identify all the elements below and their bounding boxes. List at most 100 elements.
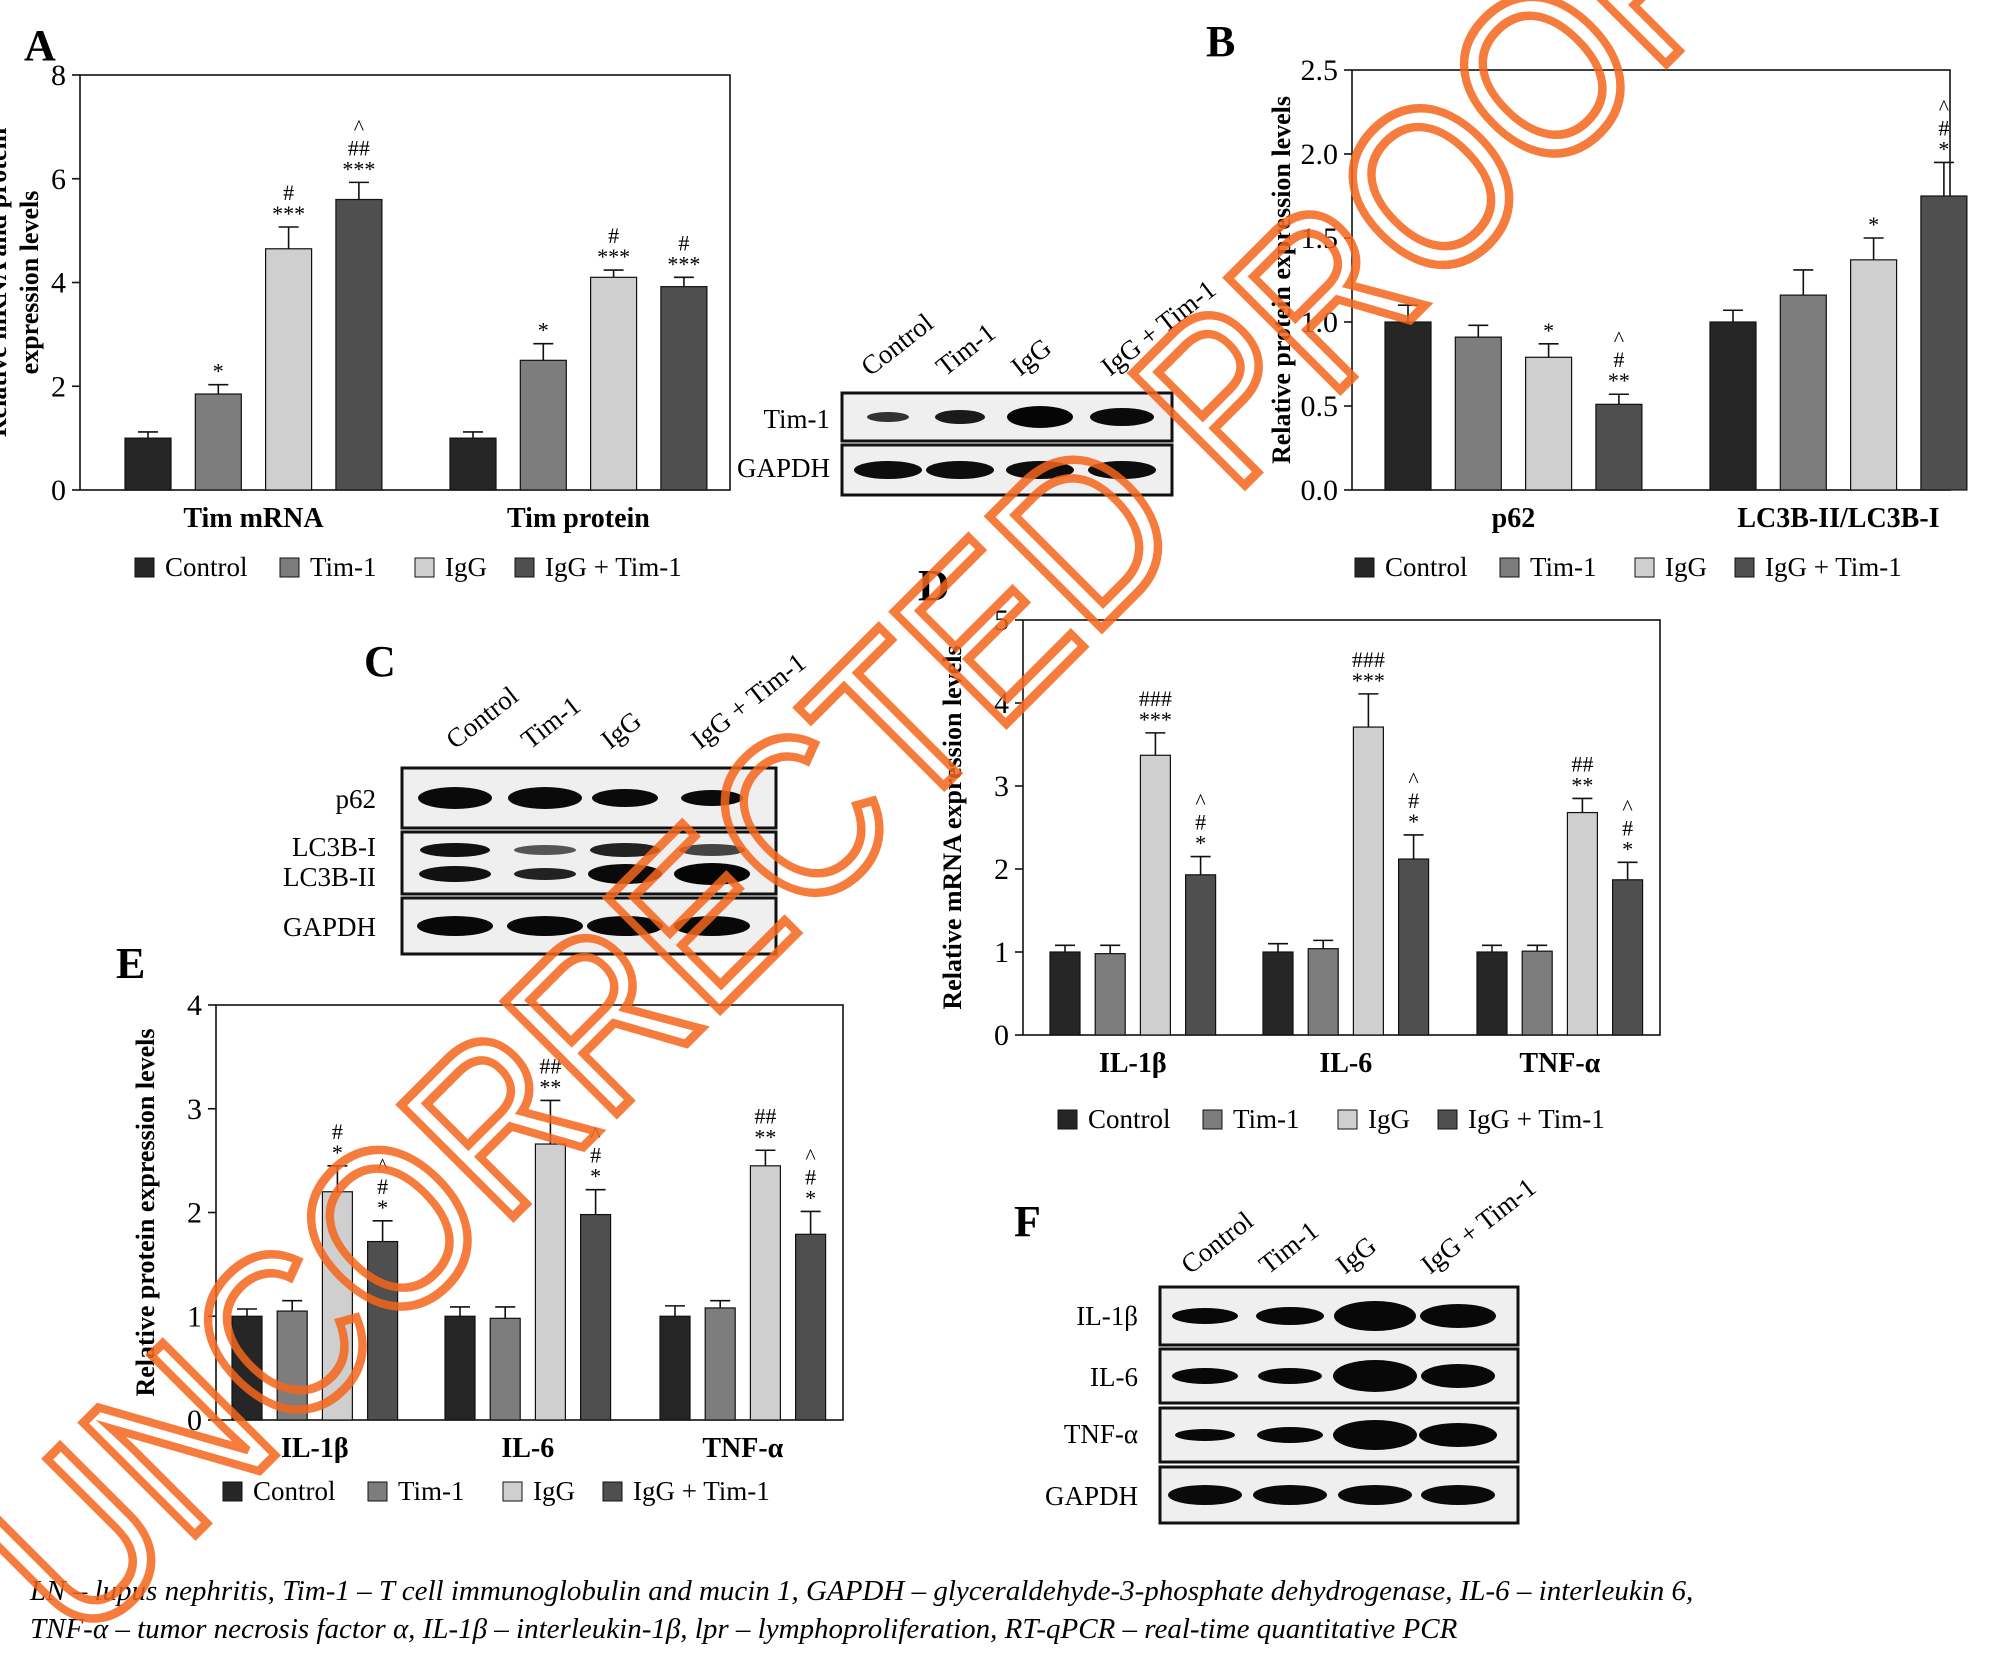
row-label: TNF-α [1064,1419,1138,1449]
row-label: p62 [336,784,377,814]
bar [579,1213,612,1421]
category-label: IL-1β [281,1433,349,1464]
bar [660,286,708,491]
chart-panel-a: 0 2 4 6 8 Relative mRNA and proteinexpression… [0,59,731,582]
legend-label: Control [253,1476,336,1506]
category-label: IL-1β [1099,1048,1167,1079]
bar [1352,726,1385,1036]
legend-swatch [1057,1109,1078,1130]
significance-mark: ## [539,1053,561,1078]
bar [1139,754,1172,1036]
lane-label: IgG [1005,332,1057,381]
band [1334,1301,1416,1331]
legend-swatch [134,557,155,578]
legend-label: IgG [1368,1104,1410,1134]
band [867,412,909,422]
category-label: TNF-α [1519,1048,1600,1079]
legend-label: Tim-1 [1530,552,1597,582]
bar [265,248,313,491]
plot-frame [1022,619,1661,1036]
significance-mark: # [1408,788,1419,813]
significance-mark: *** [342,156,375,181]
legend-swatch [279,557,300,578]
significance-mark: ** [1608,368,1630,393]
significance-mark: ## [348,135,370,160]
y-tick-label: 3 [187,1093,202,1126]
category-label: Tim protein [507,503,650,534]
band [926,461,994,479]
bar [1094,953,1126,1036]
lane-label: IgG + Tim-1 [1415,1172,1541,1280]
band [854,461,922,479]
band [1333,1360,1417,1392]
band [1168,1485,1242,1505]
y-tick-label: 1.5 [1301,222,1339,255]
row-label: LC3B-I [292,832,376,862]
bar [1521,950,1553,1036]
bar [704,1307,736,1421]
category-label: Tim mRNA [183,503,324,534]
bar [794,1233,827,1421]
bar [1566,811,1599,1036]
significance-mark: ** [539,1074,561,1099]
significance-mark: ^ [805,1143,816,1168]
y-tick-label: 8 [51,59,66,92]
y-axis-title: Relative mRNA and proteinexpression leve… [0,127,44,437]
band [1172,1308,1238,1324]
band [1175,1429,1235,1441]
significance-mark: ## [754,1103,776,1128]
y-tick-label: 5 [994,604,1009,637]
panel-label-e: E [116,939,145,988]
legend-swatch [1337,1109,1358,1130]
significance-mark: ^ [1939,94,1950,119]
legend-label: IgG + Tim-1 [633,1476,770,1506]
y-tick-label: 1 [187,1300,202,1333]
legend-swatch [1354,557,1375,578]
y-tick-label: 4 [51,267,66,300]
y-tick-label: 0 [187,1404,202,1437]
y-axis-title-line: expression levels [15,191,44,375]
band [1421,1485,1495,1505]
band [1258,1368,1322,1384]
lane-label: Control [1175,1205,1258,1279]
band [588,864,662,884]
y-axis-title: Relative protein expression levels [1267,96,1296,464]
band [935,410,985,424]
significance-mark: * [1408,809,1419,834]
band [1007,406,1073,428]
legend-swatch [1499,557,1520,578]
band [1172,1368,1238,1384]
bar [1307,948,1339,1036]
bar [1454,336,1502,491]
bar [1049,951,1081,1036]
significance-mark: ^ [1408,767,1419,792]
panel-label-d: D [918,561,950,610]
significance-mark: # [805,1164,816,1189]
y-axis-title-line: Relative mRNA and protein [0,127,12,437]
legend-label: IgG [1665,552,1707,582]
y-tick-label: 3 [994,770,1009,803]
significance-mark: # [1622,815,1633,840]
significance-mark: # [1613,347,1624,372]
legend-swatch [602,1481,623,1502]
significance-mark: ### [1352,647,1385,672]
significance-mark: *** [272,201,305,226]
band [1333,1420,1417,1450]
significance-mark: * [1543,318,1554,343]
y-tick-label: 2 [51,370,66,403]
y-tick-label: 4 [187,989,202,1022]
bar [449,437,497,491]
legend-label: IgG [445,552,487,582]
bar [335,198,383,491]
significance-mark: * [805,1185,816,1210]
y-tick-label: 0 [994,1019,1009,1052]
significance-mark: * [1938,136,1949,161]
bar [1611,879,1644,1036]
row-label: GAPDH [737,453,830,483]
y-tick-label: 2.5 [1301,54,1339,87]
bar [194,393,242,491]
chart-panel-e: 0 1 2 3 4 Relative protein expression levels *… [131,989,844,1506]
panel-label-f: F [1014,1197,1041,1246]
y-tick-label: 2 [187,1197,202,1230]
band [1257,1427,1323,1443]
